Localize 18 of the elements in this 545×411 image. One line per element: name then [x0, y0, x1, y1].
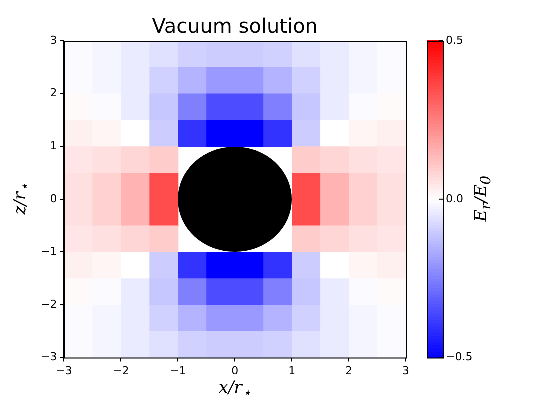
- color-bar-label: −0.5: [446, 350, 473, 364]
- x-tick-label: 3: [402, 364, 410, 378]
- y-tick-label: 2: [50, 86, 58, 100]
- x-tick-label: 0: [232, 364, 239, 378]
- color-bar-label: 0.0: [446, 192, 464, 206]
- chart-title: Vacuum solution: [152, 14, 318, 38]
- x-tick-label: 1: [288, 364, 296, 378]
- y-tick-label: 1: [50, 139, 58, 152]
- color-bar-label: 0.5: [446, 34, 464, 47]
- y-tick-label: −3: [40, 350, 58, 364]
- x-axis-title: x/r$_{⋆}$: [218, 378, 252, 402]
- y-tick-label: 0: [50, 192, 58, 206]
- x-tick-label: −1: [170, 364, 186, 378]
- y-tick-label: 3: [50, 34, 58, 47]
- x-tick-label: 2: [346, 364, 353, 378]
- x-tick-label: −2: [113, 364, 130, 378]
- y-tick-label: −2: [40, 298, 58, 311]
- y-tick-label: −1: [40, 245, 58, 258]
